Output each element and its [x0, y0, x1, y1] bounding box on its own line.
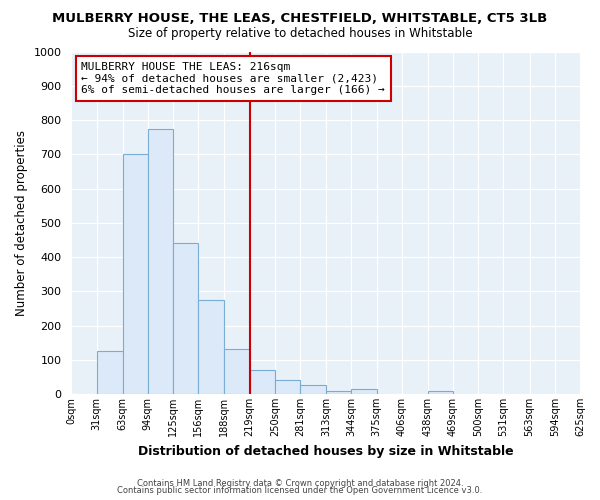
Bar [351, 389, 377, 394]
Bar [122, 154, 148, 394]
Y-axis label: Number of detached properties: Number of detached properties [15, 130, 28, 316]
Bar [97, 351, 122, 394]
Text: MULBERRY HOUSE THE LEAS: 216sqm
← 94% of detached houses are smaller (2,423)
6% : MULBERRY HOUSE THE LEAS: 216sqm ← 94% of… [82, 62, 385, 95]
Bar [224, 350, 250, 394]
Text: Contains HM Land Registry data © Crown copyright and database right 2024.: Contains HM Land Registry data © Crown c… [137, 478, 463, 488]
X-axis label: Distribution of detached houses by size in Whitstable: Distribution of detached houses by size … [138, 444, 514, 458]
Bar [300, 386, 326, 394]
Text: Contains public sector information licensed under the Open Government Licence v3: Contains public sector information licen… [118, 486, 482, 495]
Bar [326, 390, 351, 394]
Bar [275, 380, 300, 394]
Bar [428, 390, 453, 394]
Bar [198, 300, 224, 394]
Bar [250, 370, 275, 394]
Bar [148, 128, 173, 394]
Text: Size of property relative to detached houses in Whitstable: Size of property relative to detached ho… [128, 28, 472, 40]
Bar [173, 244, 198, 394]
Text: MULBERRY HOUSE, THE LEAS, CHESTFIELD, WHITSTABLE, CT5 3LB: MULBERRY HOUSE, THE LEAS, CHESTFIELD, WH… [52, 12, 548, 26]
